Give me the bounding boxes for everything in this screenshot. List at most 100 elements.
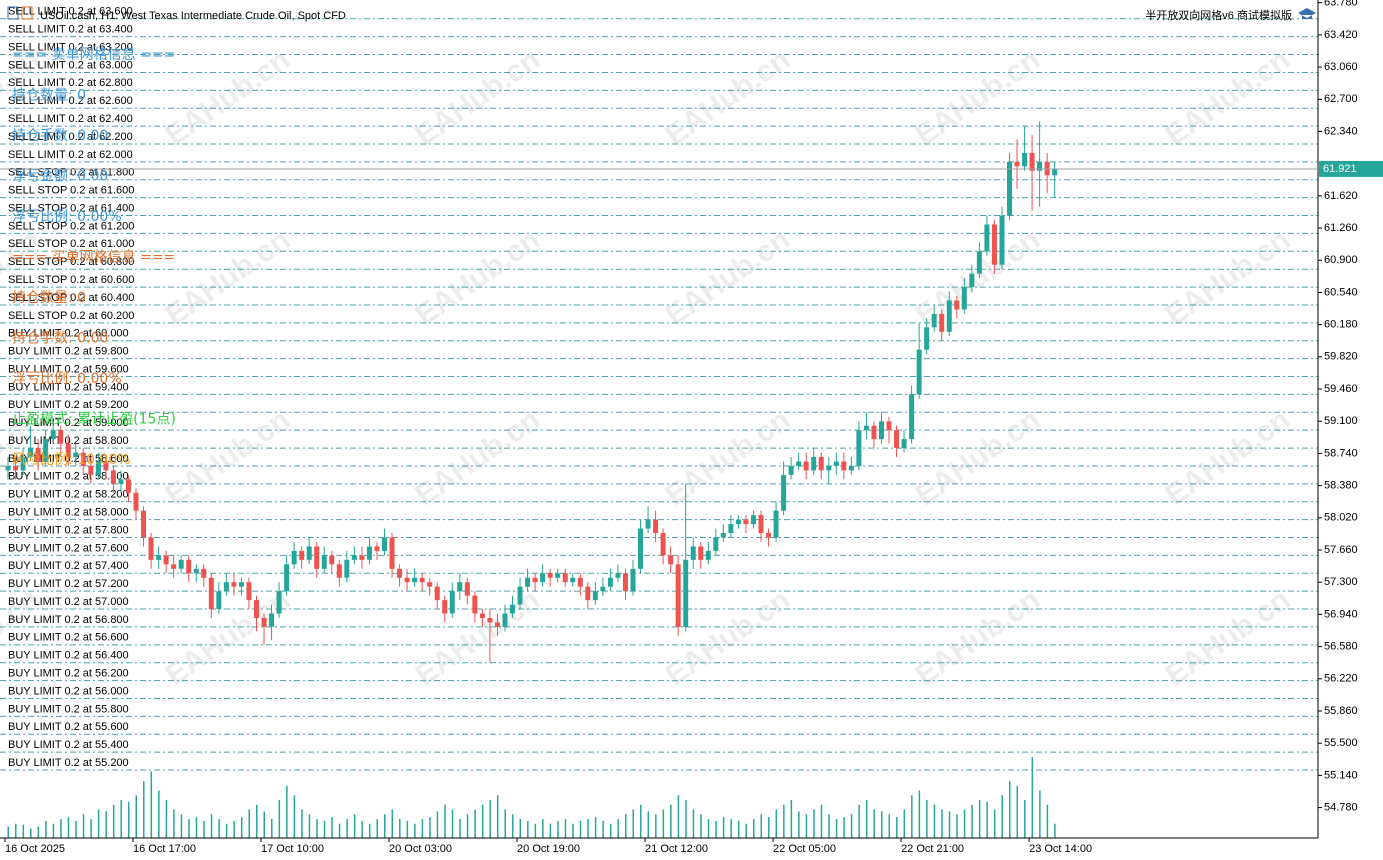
order-label: BUY LIMIT 0.2 at 56.800 [8, 614, 129, 626]
y-tick-label: 60.900 [1324, 254, 1358, 266]
volume-bar [391, 809, 394, 838]
volume-bar [956, 814, 958, 838]
volume-bar [7, 826, 9, 838]
volume-bar [993, 809, 996, 838]
volume-bar [1054, 823, 1056, 838]
volume-bar [534, 823, 537, 838]
volume-bar [737, 820, 740, 838]
candle-body [404, 577, 410, 583]
volume-bar [120, 800, 122, 838]
volume-bar [873, 809, 875, 838]
volume-bar [820, 804, 823, 838]
candle-body [103, 461, 109, 471]
candle-body [743, 519, 749, 525]
volume-bar [399, 819, 401, 838]
info-line: === 买单网格信息 === [12, 249, 175, 266]
candle-body [80, 452, 86, 466]
volume-bar [248, 809, 250, 838]
candle-body [931, 313, 937, 328]
volume-bar [760, 814, 762, 838]
candle-body [570, 577, 576, 583]
volume-bar [655, 814, 657, 838]
candle-body [796, 461, 802, 466]
candle-body [615, 573, 621, 578]
info-line: 浮亏金额: 0.00 [12, 169, 108, 185]
candle-body [720, 533, 726, 538]
candle-body [954, 300, 960, 310]
candle-body [909, 394, 915, 440]
candle-body [306, 546, 312, 560]
volume-bar [165, 800, 168, 838]
volume-bar [632, 809, 634, 838]
candle-body [788, 465, 794, 475]
order-label: SELL STOP 0.2 at 60.400 [8, 292, 134, 304]
volume-bar [813, 809, 815, 838]
volume-bar [549, 823, 552, 838]
y-tick-label: 56.940 [1324, 608, 1358, 620]
order-label: BUY LIMIT 0.2 at 59.200 [8, 399, 129, 411]
order-label: SELL STOP 0.2 at 60.200 [8, 310, 134, 322]
candle-body [675, 564, 681, 627]
candle-body [848, 465, 854, 471]
candle-body [253, 600, 259, 618]
candle-body [472, 595, 478, 614]
x-tick-label: 16 Oct 2025 [5, 843, 65, 855]
volume-bar [301, 809, 303, 838]
volume-bar [436, 811, 439, 838]
candle-body [193, 568, 199, 574]
volume-bar [286, 785, 288, 838]
candle-body [555, 573, 561, 578]
candle-body [750, 515, 756, 525]
candle-body [148, 537, 154, 560]
candle-body [1029, 152, 1035, 171]
volume-bar [542, 819, 544, 838]
order-label: BUY LIMIT 0.2 at 57.200 [8, 578, 129, 590]
volume-bar [1016, 785, 1019, 838]
volume-bar [1001, 795, 1003, 838]
volume-bar [527, 820, 529, 838]
candle-body [382, 537, 387, 551]
info-panel: === 卖单网格信息 === 持仓数量: 0 持仓手数: 0.00 浮亏金额: 0.0… [12, 46, 176, 468]
candle-body [442, 600, 448, 614]
candle-body [201, 568, 207, 578]
candle-body [238, 582, 244, 587]
volume-bar [805, 814, 808, 838]
order-label: BUY LIMIT 0.2 at 59.600 [8, 363, 129, 375]
volumes [7, 757, 1056, 838]
volume-bar [45, 820, 47, 838]
candle-body [939, 313, 945, 332]
candle-body [314, 546, 320, 569]
volume-bar [127, 801, 130, 838]
volume-bar [978, 800, 981, 838]
volume-bar [918, 790, 921, 838]
y-tick-label: 60.540 [1324, 286, 1358, 298]
candle-body [660, 533, 666, 556]
candle-body [517, 586, 523, 605]
volume-bar [218, 819, 220, 838]
volume-bar [512, 814, 514, 838]
candle-body [261, 617, 267, 627]
volume-bar [466, 814, 469, 838]
volume-bar [97, 809, 100, 838]
volume-bar [858, 804, 860, 838]
volume-bar [850, 814, 853, 838]
candle-body [653, 519, 659, 534]
candle-body [540, 573, 546, 583]
order-label: SELL LIMIT 0.2 at 62.200 [8, 131, 133, 143]
volume-bar [609, 823, 612, 838]
volume-bar [986, 801, 988, 838]
volume-bar [926, 800, 928, 838]
order-label: BUY LIMIT 0.2 at 55.200 [8, 757, 129, 769]
y-tick-label: 63.420 [1324, 29, 1358, 41]
y-tick-label: 55.140 [1324, 769, 1358, 781]
candle-body [856, 430, 862, 466]
info-line: 持仓数量: 0 [12, 290, 86, 306]
y-tick-label: 56.220 [1324, 673, 1358, 685]
candle-body [1006, 161, 1012, 216]
candle-body [329, 555, 335, 565]
candle-body [374, 546, 380, 551]
candle-body [28, 448, 34, 458]
volume-bar [745, 823, 747, 838]
x-tick-label: 23 Oct 14:00 [1029, 843, 1092, 855]
